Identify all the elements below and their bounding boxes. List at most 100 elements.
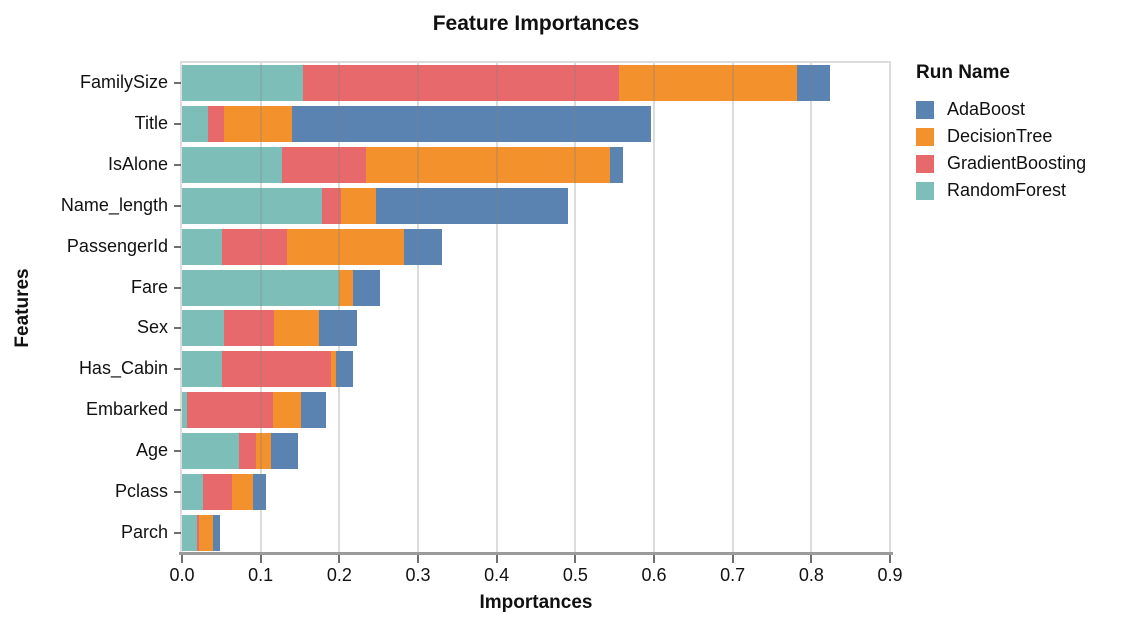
legend-swatch	[916, 154, 934, 173]
y-tick	[174, 123, 181, 126]
bar-segment	[238, 432, 256, 469]
gridline	[495, 63, 498, 553]
x-tick	[810, 555, 813, 563]
bar-segment	[182, 228, 223, 265]
bar-segment	[223, 310, 275, 347]
bar-segment	[322, 187, 341, 224]
y-tick	[174, 327, 181, 330]
bar-segment	[199, 514, 213, 551]
bar-segment	[203, 473, 232, 510]
plot-area	[180, 61, 891, 553]
x-tick-label: 0.1	[248, 565, 274, 585]
bar-segment	[366, 147, 610, 184]
bar-segment	[186, 392, 274, 429]
x-tick	[417, 555, 419, 563]
bar-segment	[330, 351, 337, 388]
bar-segment	[222, 228, 287, 265]
y-tick-label: PassengerId	[66, 235, 168, 256]
y-tick	[174, 449, 181, 452]
y-tick	[174, 409, 181, 412]
bar-segment	[609, 147, 624, 184]
gridline	[653, 63, 655, 553]
bar-segment	[403, 228, 443, 265]
y-tick-label: Embarked	[85, 399, 168, 420]
y-tick-label: Sex	[136, 317, 168, 338]
x-tick-label: 0.5	[562, 565, 588, 585]
x-tick-label: 0.3	[405, 565, 431, 585]
bar-segment	[274, 310, 319, 347]
y-tick-label: FamilySize	[79, 72, 168, 93]
legend-item: DecisionTree	[916, 123, 1086, 150]
bar-segment	[182, 514, 197, 551]
y-tick-label: Has_Cabin	[78, 358, 168, 379]
bar-segment	[292, 106, 651, 143]
bar-segment	[196, 514, 200, 551]
legend-title: Run Name	[916, 62, 1010, 83]
bar-segment	[182, 310, 224, 347]
gridline	[259, 63, 262, 553]
bar-segment	[231, 473, 253, 510]
gridline	[731, 63, 734, 553]
y-tick	[174, 82, 181, 85]
x-tick	[181, 555, 183, 563]
legend-item: GradientBoosting	[916, 150, 1086, 177]
y-tick	[174, 490, 181, 493]
legend-item: AdaBoost	[916, 96, 1086, 123]
bar-segment	[339, 269, 353, 306]
y-tick	[174, 531, 181, 534]
gridline	[417, 63, 419, 553]
bar-segment	[182, 269, 340, 306]
bar-segment	[270, 432, 299, 469]
legend: Run Name AdaBoost DecisionTree GradientBoo…	[916, 62, 1086, 204]
y-tick	[174, 368, 181, 371]
bar-segment	[182, 473, 204, 510]
x-tick-label: 0.8	[798, 565, 824, 585]
x-tick	[495, 555, 498, 563]
x-tick	[889, 555, 891, 563]
x-tick-label: 0.0	[169, 565, 195, 585]
gridline	[810, 63, 813, 553]
legend-label: DecisionTree	[947, 126, 1053, 146]
bar-segment	[336, 351, 354, 388]
bar-segment	[182, 147, 282, 184]
legend-items: AdaBoost DecisionTree GradientBoosting Rand…	[916, 96, 1086, 204]
bar-segment	[182, 432, 239, 469]
bar-segment	[182, 65, 304, 102]
bar-segment	[619, 65, 798, 102]
bar-segment	[182, 106, 208, 143]
y-tick	[174, 245, 181, 248]
y-tick	[174, 286, 181, 289]
legend-label: GradientBoosting	[947, 153, 1087, 173]
gridline	[338, 63, 341, 553]
y-tick-label: Title	[134, 113, 168, 134]
bar-segment	[182, 351, 223, 388]
bar-segment	[286, 228, 404, 265]
y-tick	[174, 164, 181, 167]
bar-segment	[340, 187, 376, 224]
y-tick	[174, 204, 181, 207]
x-tick-label: 0.7	[720, 565, 746, 585]
bar-segment	[182, 392, 187, 429]
x-tick	[731, 555, 734, 563]
x-tick	[259, 555, 262, 563]
legend-swatch	[916, 127, 934, 146]
x-tick-label: 0.9	[877, 565, 903, 585]
bar-segment	[212, 514, 220, 551]
legend-swatch	[916, 181, 934, 200]
bar-segment	[222, 351, 331, 388]
gridline	[574, 63, 577, 553]
x-axis-title: Importances	[479, 592, 593, 613]
legend-label: AdaBoost	[947, 99, 1026, 119]
bar-segment	[224, 106, 293, 143]
y-tick-label: Name_length	[60, 194, 168, 215]
x-axis-line	[179, 552, 893, 555]
chart-title: Feature Importances	[432, 12, 640, 35]
x-tick	[338, 555, 341, 563]
x-tick	[653, 555, 655, 563]
x-tick	[574, 555, 577, 563]
y-tick-label: Pclass	[114, 480, 168, 501]
legend-item: RandomForest	[916, 177, 1086, 204]
bar-segment	[352, 269, 381, 306]
x-tick-label: 0.2	[326, 565, 352, 585]
